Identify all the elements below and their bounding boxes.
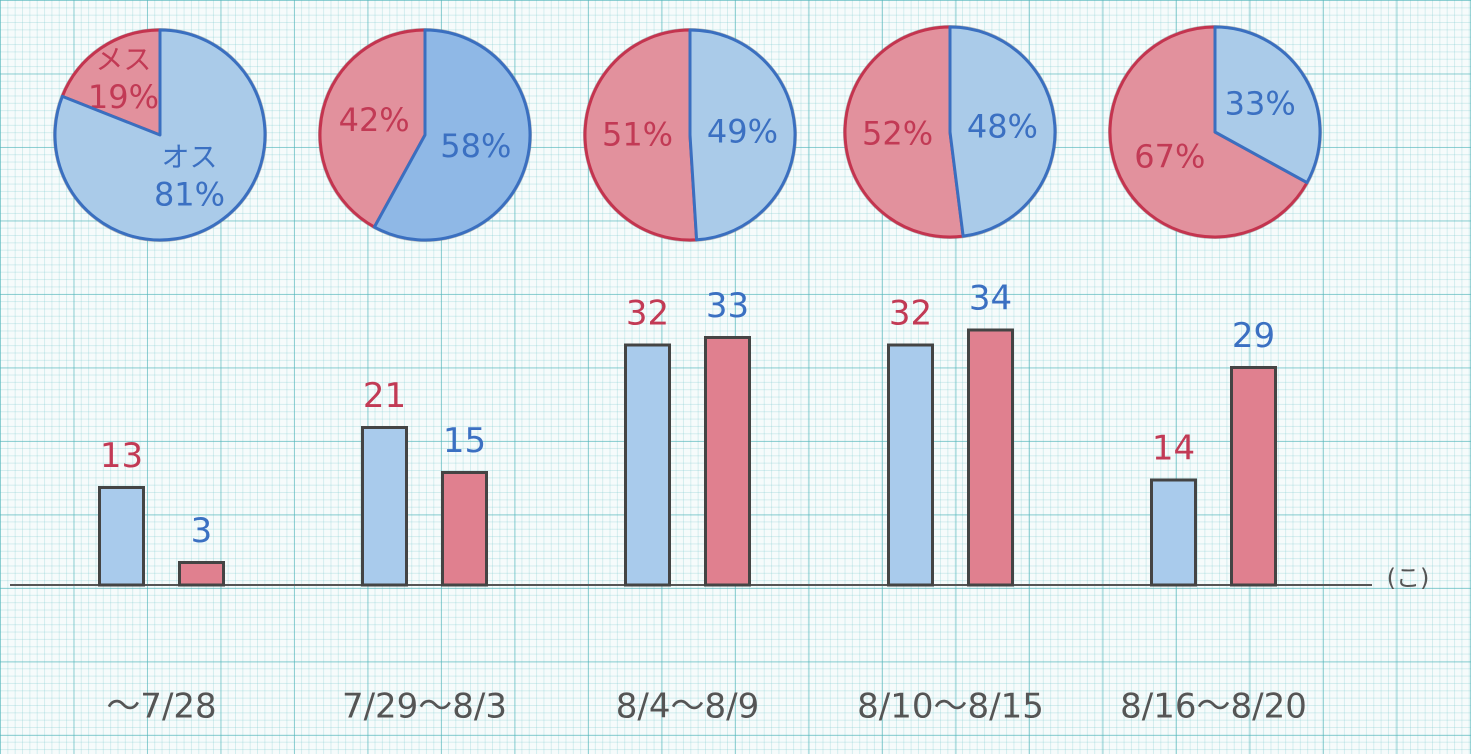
pie-slice (60, 28, 162, 137)
x-tick-label: ～7/28 (106, 687, 216, 727)
pie-slice (1213, 25, 1322, 185)
x-tick-label: 7/29～8/3 (342, 687, 507, 727)
bar (967, 328, 1014, 587)
bar-value-label: 33 (706, 286, 749, 326)
pie-slice (53, 28, 267, 242)
pie-slice (372, 28, 532, 242)
bar-value-label: 32 (626, 294, 669, 334)
x-tick-label: 8/10～8/15 (857, 687, 1044, 727)
pie-value-label: 81% (154, 175, 225, 213)
bar-value-label: 29 (1232, 316, 1275, 356)
bar-value-label: 15 (443, 421, 486, 461)
pie-slice (583, 28, 699, 242)
bar (704, 336, 751, 587)
pie-category: オス (162, 140, 218, 173)
pie-slice (688, 28, 797, 242)
pie-value-label: 58% (440, 127, 511, 165)
bar-value-label: 3 (191, 511, 213, 551)
pie-slice (843, 25, 965, 239)
pie-value-label: 42% (339, 101, 410, 139)
pie-value-label: 67% (1134, 138, 1205, 176)
bar-value-label: 32 (889, 294, 932, 334)
bar (624, 343, 671, 587)
pie-value-label: 49% (707, 112, 778, 150)
pie-slice (318, 28, 427, 229)
bar-value-label: 13 (100, 436, 143, 476)
bar-value-label: 34 (969, 279, 1012, 319)
y-axis-unit: (こ) (1387, 564, 1430, 592)
bar (1230, 366, 1277, 587)
bar (887, 343, 934, 587)
bar (441, 471, 488, 587)
bar-value-label: 14 (1152, 429, 1195, 469)
bar (361, 426, 408, 587)
pie-value-label: 48% (967, 108, 1038, 146)
pie-category: メス (95, 43, 151, 76)
pie-value-label: 33% (1225, 84, 1296, 122)
pie-slice (948, 25, 1057, 238)
bar-value-label: 21 (363, 376, 406, 416)
pie-value-label: 52% (862, 114, 933, 152)
pie-slice (1108, 25, 1309, 239)
x-tick-label: 8/16～8/20 (1120, 687, 1307, 727)
bar (178, 561, 225, 587)
x-tick-label: 8/4～8/9 (616, 687, 759, 727)
bar (1150, 478, 1197, 587)
pie-value-label: 51% (602, 116, 673, 154)
bar (98, 486, 145, 587)
